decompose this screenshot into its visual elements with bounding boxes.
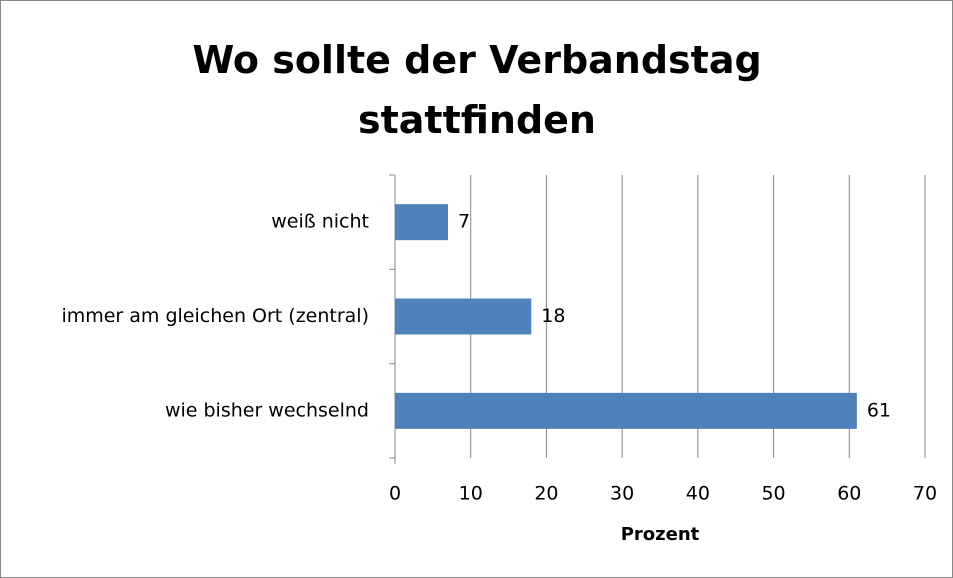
bar [395, 298, 532, 335]
data-label: 18 [541, 305, 565, 327]
y-tick-label: immer am gleichen Ort (zentral) [61, 305, 369, 327]
data-label: 61 [867, 399, 891, 421]
x-tick-label: 60 [837, 483, 861, 505]
chart-title: Wo sollte der Verbandstag stattfinden [192, 38, 762, 142]
x-tick-label: 30 [610, 483, 634, 505]
x-tick-label: 70 [913, 483, 937, 505]
bar [395, 204, 448, 241]
y-tick-label: wie bisher wechselnd [165, 399, 369, 421]
title-box: Wo sollte der Verbandstag stattfinden [192, 38, 762, 142]
data-label: 7 [458, 211, 470, 233]
bar [395, 392, 857, 429]
x-tick-label: 0 [389, 483, 401, 505]
x-tick-label: 40 [686, 483, 710, 505]
x-tick-label: 10 [459, 483, 483, 505]
x-tick-label: 20 [534, 483, 558, 505]
y-tick-label: weiß nicht [271, 211, 369, 233]
x-axis-title: Prozent [621, 524, 700, 545]
x-tick-label: 50 [761, 483, 785, 505]
